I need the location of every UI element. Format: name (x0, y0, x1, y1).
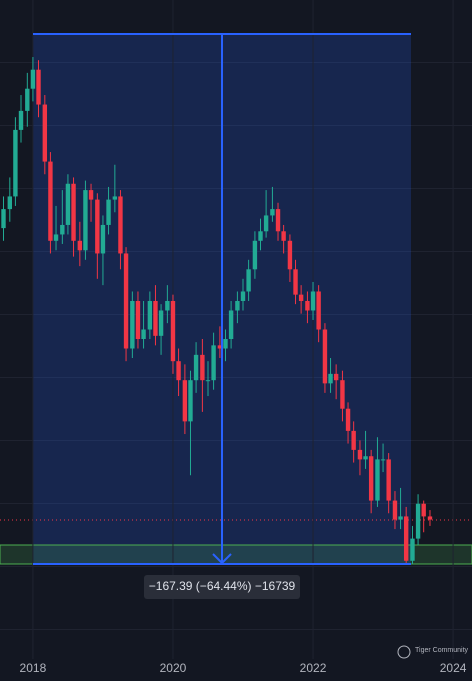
candle-body (83, 190, 88, 251)
candle-body (205, 380, 211, 382)
candle-body (130, 300, 135, 349)
candle-body (270, 209, 275, 216)
candle-body (1, 209, 6, 229)
candle-body (427, 516, 433, 520)
candle-body (18, 110, 24, 130)
candle-body (158, 310, 164, 336)
candle-body (340, 380, 345, 409)
candle-body (328, 373, 333, 384)
candle-body (415, 503, 421, 539)
candle-body (287, 240, 293, 270)
candle-body (106, 199, 111, 225)
candle-body (410, 538, 415, 561)
x-tick-label: 2018 (20, 661, 47, 675)
candle-body (100, 224, 106, 254)
candle-body (141, 329, 146, 340)
candle-body (345, 408, 351, 431)
candle-body (135, 300, 141, 340)
candle-body (310, 291, 316, 311)
x-tick-label: 2022 (300, 661, 327, 675)
candle-body (48, 161, 53, 241)
candle-body (77, 240, 83, 251)
candle-body (240, 291, 246, 301)
candle-body (13, 129, 18, 197)
candle-body (246, 269, 251, 292)
x-tick-label: 2020 (160, 661, 187, 675)
watermark: Tiger Community (415, 647, 469, 654)
candle-body (153, 300, 158, 336)
measure-label: −167.39 (−64.44%) −16739 (149, 579, 296, 593)
candle-body (386, 459, 391, 501)
candle-body (188, 380, 193, 422)
candle-body (263, 215, 269, 232)
candle-body (228, 310, 234, 340)
candle-body (316, 291, 321, 330)
candle-body (375, 459, 380, 501)
candle-body (252, 240, 258, 270)
candle-body (71, 183, 76, 241)
measure-box (144, 575, 300, 599)
candle-body (7, 196, 13, 210)
candle-body (118, 196, 123, 254)
candle-body (333, 373, 339, 381)
arrow-head (212, 553, 232, 565)
candle-body (60, 224, 65, 235)
candle-body (380, 459, 386, 461)
candle-body (322, 329, 328, 384)
candle-body (170, 300, 176, 362)
candle-body (293, 269, 298, 295)
candle-body (42, 104, 48, 162)
candle-body (357, 449, 363, 460)
candle-body (165, 300, 170, 311)
candle-body (275, 209, 281, 232)
candle-body (176, 361, 181, 381)
candle-body (53, 234, 59, 241)
candle-body (298, 294, 304, 301)
candle-body (223, 339, 228, 349)
candle-body (95, 199, 100, 254)
candle-body (25, 88, 30, 111)
candle-body (30, 69, 36, 89)
candle-body (398, 516, 403, 520)
candle-body (305, 300, 310, 311)
candle-body (392, 500, 398, 520)
candle-body (182, 380, 188, 422)
candle-body (351, 430, 356, 450)
candle-body (123, 253, 129, 349)
candle-body (112, 196, 118, 200)
logo (397, 645, 411, 659)
x-tick-label: 2024 (440, 661, 467, 675)
candle-body (36, 69, 41, 105)
candle-body (65, 183, 71, 225)
candle-body (421, 503, 426, 517)
candle-body (235, 300, 240, 311)
candle-body (211, 345, 216, 381)
candle-body (258, 231, 263, 241)
candle-body (147, 300, 153, 330)
candle-body (363, 456, 368, 460)
candle-body (217, 345, 223, 349)
candle-body (200, 354, 205, 381)
zone (0, 544, 472, 565)
candle-body (403, 516, 409, 561)
candle-body (281, 231, 286, 241)
candle-body (88, 190, 94, 200)
candle-body (368, 456, 374, 501)
candle-body (193, 354, 199, 381)
